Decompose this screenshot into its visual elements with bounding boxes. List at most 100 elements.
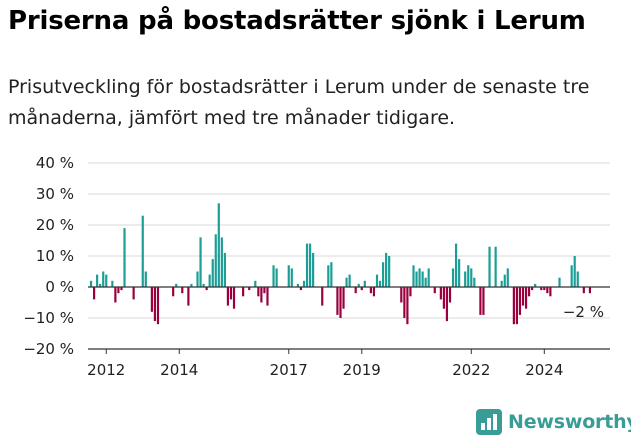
bar-series	[89, 203, 592, 325]
y-tick-label: 0 %	[45, 278, 74, 296]
bar	[582, 287, 585, 294]
grid-lines	[88, 162, 610, 350]
bar	[388, 256, 391, 287]
chart-title: Priserna på bostadsrätter sjönk i Lerum	[8, 6, 586, 36]
bar	[570, 265, 573, 287]
bar	[156, 287, 160, 325]
bar	[354, 287, 357, 294]
bar	[305, 243, 309, 287]
bar	[327, 265, 330, 287]
bar	[114, 287, 117, 303]
bar	[117, 287, 120, 294]
bar	[242, 287, 245, 297]
bar	[470, 268, 473, 287]
bar	[506, 268, 509, 287]
bar	[321, 287, 324, 306]
bar	[482, 287, 485, 315]
bar	[500, 280, 503, 287]
bar	[439, 287, 442, 300]
bar	[369, 287, 372, 294]
x-tick-label: 2017	[270, 361, 308, 379]
bar	[467, 265, 470, 287]
bar	[312, 252, 315, 287]
bar	[287, 265, 290, 287]
bar	[196, 271, 199, 287]
bar	[220, 237, 223, 287]
x-tick-label: 2012	[87, 361, 125, 379]
bar	[208, 274, 211, 287]
bar	[524, 287, 528, 309]
x-tick-label: 2014	[160, 361, 198, 379]
bar	[132, 287, 135, 300]
bar	[105, 274, 108, 287]
last-value-label: −2 %	[563, 303, 604, 321]
bar	[464, 271, 467, 287]
bar	[330, 262, 333, 287]
bar	[345, 277, 348, 287]
bar	[403, 287, 406, 318]
bar	[232, 287, 236, 309]
bar	[199, 237, 202, 287]
bar	[226, 287, 230, 306]
bar	[150, 287, 153, 312]
bar	[275, 268, 278, 287]
y-tick-label: −20 %	[23, 340, 74, 358]
bar	[521, 287, 525, 306]
bar	[290, 268, 293, 287]
bar	[527, 287, 531, 297]
bar	[479, 287, 482, 315]
bar	[257, 287, 260, 297]
bar	[96, 274, 99, 287]
bar	[187, 287, 190, 306]
bar	[111, 280, 114, 287]
bar-chart-icon	[476, 409, 502, 435]
bar	[442, 287, 445, 309]
bar	[372, 287, 376, 297]
bar	[543, 287, 546, 291]
bar	[102, 271, 105, 287]
bar	[263, 287, 266, 294]
bar-chart: −20 %−10 %0 %10 %20 %30 %40 % 2012 2014 20…	[23, 154, 610, 379]
x-tick-label: 2024	[525, 361, 563, 379]
bar	[518, 287, 522, 315]
bar	[385, 252, 388, 287]
bar	[412, 265, 415, 287]
bar	[357, 283, 360, 287]
bar	[89, 280, 93, 287]
bar	[266, 287, 269, 306]
bar	[229, 287, 233, 300]
bar	[217, 203, 220, 287]
annotations: −2 %	[563, 303, 604, 321]
bar	[573, 256, 576, 287]
bar	[588, 287, 592, 294]
x-axis: 2012 2014 2017 2019 2022 2024	[87, 286, 610, 379]
bar	[120, 287, 123, 291]
bar	[202, 283, 205, 287]
bar	[512, 287, 515, 325]
bar	[260, 287, 263, 303]
bar	[503, 274, 506, 287]
bar	[223, 252, 226, 287]
bar	[348, 274, 351, 287]
chart-subtitle: Prisutveckling för bostadsrätter i Lerum…	[8, 76, 590, 129]
bar	[540, 287, 543, 291]
bar	[248, 287, 251, 291]
bar	[494, 246, 497, 287]
bar	[299, 287, 303, 291]
bar	[378, 280, 382, 287]
bar	[400, 287, 403, 303]
bar	[546, 287, 549, 294]
bar	[342, 287, 345, 309]
bar	[534, 283, 537, 287]
bar	[214, 234, 217, 287]
bar	[445, 287, 449, 322]
bar	[181, 287, 184, 294]
bar	[360, 287, 363, 291]
bar	[409, 287, 412, 297]
bar	[172, 287, 175, 297]
bar	[451, 268, 455, 287]
bar	[363, 280, 366, 287]
bar	[123, 228, 126, 287]
y-tick-label: 20 %	[36, 216, 74, 234]
bar	[296, 283, 299, 287]
